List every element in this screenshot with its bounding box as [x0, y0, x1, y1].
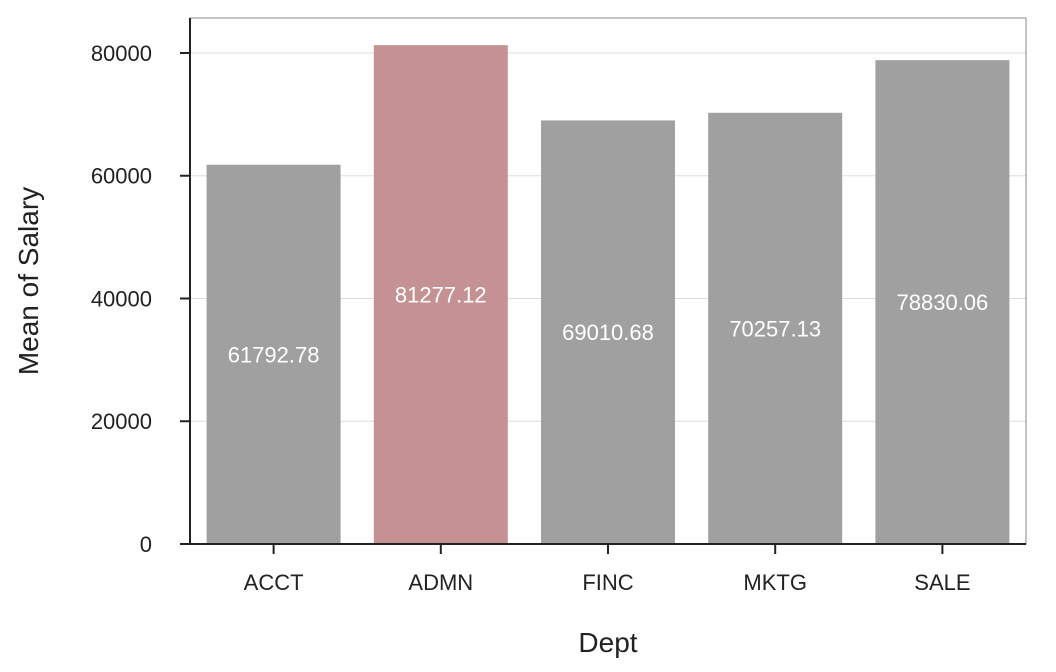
x-tick-label: ACCT: [244, 570, 304, 595]
x-tick-label: ADMN: [408, 570, 473, 595]
bar-value-label-mktg: 70257.13: [729, 316, 821, 341]
axes: [180, 18, 1026, 554]
x-tick-label: MKTG: [743, 570, 807, 595]
y-tick-label: 40000: [91, 286, 152, 311]
x-tick-label: SALE: [914, 570, 970, 595]
y-tick-label: 0: [140, 532, 152, 557]
y-tick-label: 60000: [91, 164, 152, 189]
bar-value-label-sale: 78830.06: [897, 290, 989, 315]
y-tick-label: 80000: [91, 41, 152, 66]
bar-value-label-admn: 81277.12: [395, 283, 487, 308]
bar-sale: [875, 60, 1010, 544]
bar-mktg: [708, 112, 843, 545]
bar-admn: [373, 45, 508, 544]
x-tick-label: FINC: [582, 570, 633, 595]
tick-labels: 0 20000 40000 60000 80000 ACCT ADMN FINC MKTG SAL…: [91, 41, 971, 595]
x-axis-title: Dept: [578, 627, 637, 658]
bar-finc: [541, 120, 675, 544]
bar-value-label-finc: 69010.68: [562, 320, 654, 345]
bars: [206, 45, 1010, 545]
bar-value-labels: 61792.78 81277.12 69010.68 70257.13 78830.06: [228, 283, 989, 368]
bar-value-label-acct: 61792.78: [228, 342, 320, 367]
y-tick-label: 20000: [91, 409, 152, 434]
bar-acct: [206, 164, 341, 544]
y-axis-title: Mean of Salary: [13, 187, 44, 375]
